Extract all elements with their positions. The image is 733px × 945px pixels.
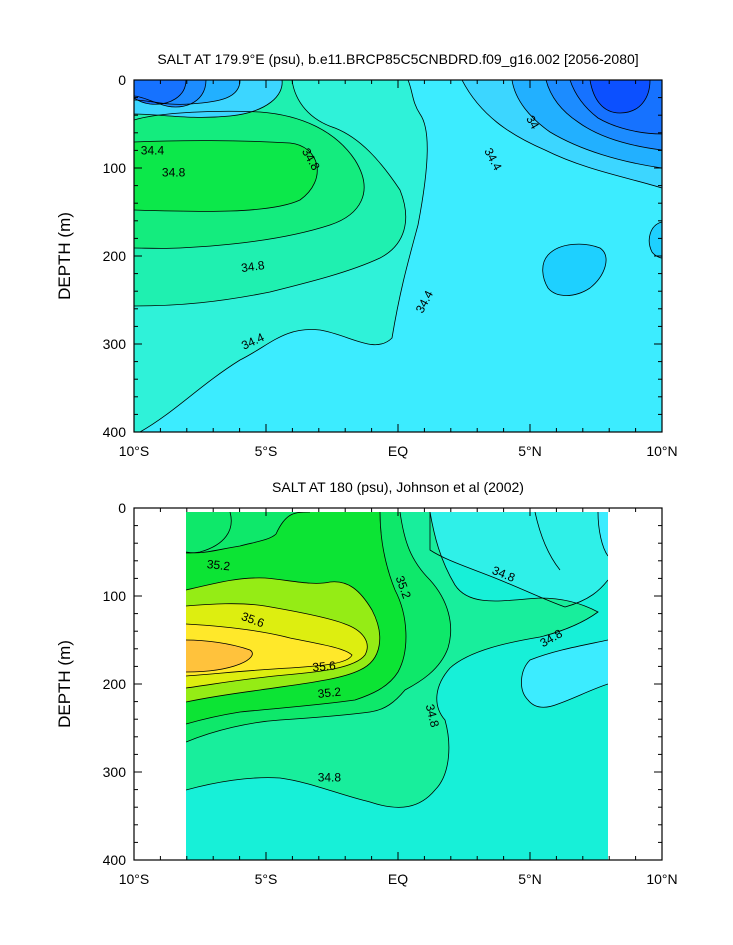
top-fill-336-left: [134, 80, 186, 105]
y-tick-label: 100: [103, 160, 127, 176]
contour-label-text: 34: [523, 113, 542, 132]
top-line-336-right: [569, 80, 662, 135]
bot-line-358: [186, 623, 353, 677]
contour-label: 34.8: [423, 703, 442, 729]
bottom-panel: SALT AT 180 (psu), Johnson et al (2002): [55, 479, 678, 887]
contour-label: 34.8: [318, 770, 342, 784]
y-tick-label: 400: [103, 424, 127, 440]
bot-line-346-north: [429, 512, 608, 608]
top-line-348: [134, 110, 365, 249]
top-line-blob-edge: [648, 221, 662, 259]
bottom-contour-lines: [186, 512, 608, 808]
y-tick-label: 300: [103, 764, 127, 780]
contour-label-text: 34.4: [141, 143, 165, 157]
y-tick-label: 400: [103, 852, 127, 868]
x-tick-label: 5°S: [255, 443, 278, 459]
top-line-344: [139, 80, 428, 432]
y-tick-label: 300: [103, 336, 127, 352]
top-line-350: [134, 140, 318, 212]
top-line-346: [134, 80, 407, 307]
contour-label: 34.8: [162, 165, 186, 179]
bottom-axis-tick-labels: 10°S 5°S EQ 5°N 10°N 0 100 200 300 400: [103, 500, 678, 887]
bot-line-352: [186, 512, 407, 725]
contour-label: 34.4: [141, 143, 165, 157]
top-line-336-left: [134, 80, 187, 105]
contour-label-text: 34.8: [423, 703, 442, 729]
top-line-340-right: [511, 80, 662, 169]
contour-label: 34: [523, 113, 542, 132]
bottom-axis-ticks: [133, 507, 663, 861]
contour-label: 35.2: [206, 557, 231, 573]
y-tick-label: 0: [118, 500, 126, 516]
top-line-338-right: [545, 80, 662, 151]
bot-line-surface-b: [534, 512, 561, 571]
bot-line-surface-a: [186, 512, 232, 554]
contour-label-text: 35.2: [206, 557, 231, 573]
top-fill-350: [134, 140, 318, 212]
top-line-blob-right: [542, 243, 607, 296]
x-tick-label: 5°N: [518, 443, 542, 459]
top-axis-ticks: [133, 79, 663, 433]
contour-label-text: 34.8: [240, 258, 265, 275]
bot-line-360: [186, 639, 253, 673]
bot-fill-344-low: [521, 640, 608, 708]
bot-line-344-low: [521, 639, 608, 708]
contour-label: 35.6: [312, 658, 337, 674]
top-fill-blob-edge: [649, 222, 662, 258]
bot-line-348: [186, 512, 599, 808]
x-tick-label: 5°S: [255, 871, 278, 887]
bot-line-344-north: [597, 512, 608, 557]
bot-line-354: [186, 577, 380, 703]
top-fill-blob-right: [542, 244, 607, 296]
x-tick-label: 10°S: [119, 871, 150, 887]
x-tick-label: EQ: [388, 871, 408, 887]
bottom-contour-fills: [186, 512, 608, 860]
x-tick-label: 10°N: [646, 443, 677, 459]
bottom-y-axis-label: DEPTH (m): [55, 640, 74, 728]
bot-line-356: [186, 603, 368, 689]
contour-label: 35.2: [317, 685, 342, 701]
top-contour-fills: [134, 80, 662, 432]
top-axis-tick-labels: 10°S 5°S EQ 5°N 10°N 0 100 200 300 400: [103, 72, 678, 459]
bottom-panel-title: SALT AT 180 (psu), Johnson et al (2002): [272, 479, 524, 495]
contour-label-text: 35.2: [317, 685, 342, 701]
x-tick-label: 10°S: [119, 443, 150, 459]
bot-fill-344-north: [598, 512, 608, 556]
top-fill-334-right: [590, 80, 650, 113]
contour-label: 34.8: [240, 258, 265, 275]
contour-label-text: 34.8: [162, 165, 186, 179]
bot-fill-360: [186, 640, 253, 672]
top-line-334-right: [589, 80, 651, 114]
x-tick-label: 10°N: [646, 871, 677, 887]
bot-line-350: [186, 512, 452, 743]
top-line-342-left: [134, 80, 283, 118]
top-panel-title: SALT AT 179.9°E (psu), b.e11.BRCP85C5CNB…: [157, 51, 638, 67]
contour-label-text: 34.8: [318, 770, 342, 784]
bot-fill-346-north: [430, 512, 608, 607]
top-line-342-right: [461, 80, 662, 189]
x-tick-label: 5°N: [518, 871, 542, 887]
top-panel: SALT AT 179.9°E (psu), b.e11.BRCP85C5CNB…: [55, 51, 678, 459]
y-tick-label: 200: [103, 248, 127, 264]
contour-label-text: 35.6: [312, 658, 337, 674]
x-tick-label: EQ: [388, 443, 408, 459]
top-y-axis-label: DEPTH (m): [55, 212, 74, 300]
top-contour-lines: [134, 80, 662, 432]
y-tick-label: 200: [103, 676, 127, 692]
y-tick-label: 100: [103, 588, 127, 604]
y-tick-label: 0: [118, 72, 126, 88]
